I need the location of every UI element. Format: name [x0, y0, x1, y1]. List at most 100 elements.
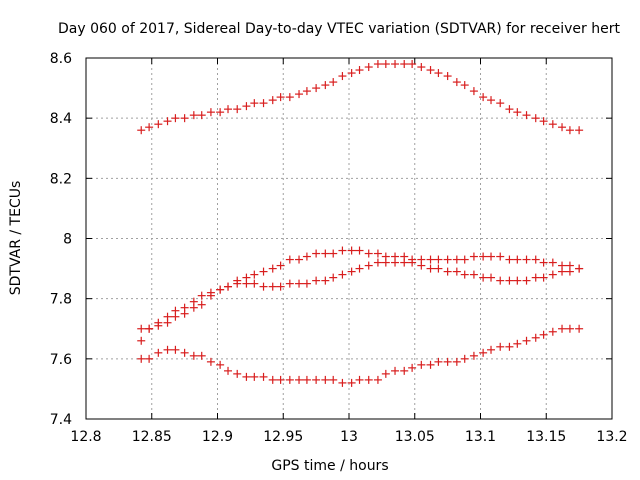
data-point-middle-a [268, 264, 277, 273]
data-point-bottom [233, 369, 242, 378]
data-point-top [479, 93, 488, 102]
data-point-bottom [426, 360, 435, 369]
y-tick-label: 8 [63, 232, 72, 248]
data-point-middle-b [259, 282, 268, 291]
data-point-top [338, 72, 347, 81]
data-point-top [548, 120, 557, 129]
data-point-bottom [250, 372, 259, 381]
data-point-middle-a [496, 252, 505, 261]
data-point-middle-b [312, 276, 321, 285]
data-point-top [513, 108, 522, 117]
data-point-middle-b [558, 267, 567, 276]
data-point-top [364, 63, 373, 72]
data-point-bottom [171, 345, 180, 354]
x-tick-label: 13.1 [465, 429, 496, 445]
data-point-middle-b [329, 273, 338, 282]
data-point-middle-a [137, 336, 146, 345]
data-point-bottom [347, 378, 356, 387]
data-point-top [355, 66, 364, 75]
data-point-middle-b [242, 279, 251, 288]
data-point-middle-b [479, 273, 488, 282]
data-point-middle-a [434, 255, 443, 264]
data-point-bottom [513, 339, 522, 348]
data-point-top [171, 114, 180, 123]
data-point-top [163, 117, 172, 126]
data-point-middle-b [548, 270, 557, 279]
data-point-middle-a [276, 261, 285, 270]
data-point-top [216, 108, 225, 117]
chart-title: Day 060 of 2017, Sidereal Day-to-day VTE… [58, 21, 620, 37]
data-point-middle-a [479, 252, 488, 261]
data-point-middle-b [408, 258, 417, 267]
data-point-middle-b [505, 276, 514, 285]
data-point-middle-a [250, 270, 259, 279]
data-point-bottom [268, 375, 277, 384]
data-point-top [558, 123, 567, 132]
data-point-top [460, 81, 469, 90]
plot-frame [85, 57, 613, 420]
data-point-top [302, 87, 311, 96]
data-point-middle-a [548, 258, 557, 267]
y-axis-title: SDTVAR / TECUs [8, 181, 24, 296]
data-point-bottom [373, 375, 382, 384]
data-point-middle-b [426, 264, 435, 273]
data-point-bottom [469, 351, 478, 360]
data-point-middle-a [197, 291, 206, 300]
data-point-bottom [400, 366, 409, 375]
y-tick-label: 8.4 [50, 111, 72, 127]
ticks-layer: 12.8 12.85 12.9 12.95 13 13.05 13.1 13.15 13.2 7.… [50, 51, 628, 445]
data-point-middle-b [347, 267, 356, 276]
data-point-bottom [189, 351, 198, 360]
data-point-bottom [479, 348, 488, 357]
points-layer [137, 60, 584, 387]
data-point-bottom [460, 354, 469, 363]
data-point-bottom [312, 375, 321, 384]
data-point-middle-a [452, 255, 461, 264]
data-point-middle-a [364, 249, 373, 258]
data-point-top [522, 111, 531, 120]
data-point-bottom [565, 324, 574, 333]
data-point-middle-b [434, 264, 443, 273]
data-point-top [242, 102, 251, 111]
x-tick-label: 12.85 [132, 429, 172, 445]
data-point-top [487, 96, 496, 105]
data-point-top [505, 105, 514, 114]
data-point-middle-b [338, 270, 347, 279]
data-point-top [496, 99, 505, 108]
data-point-top [539, 117, 548, 126]
data-point-middle-a [329, 249, 338, 258]
data-point-middle-b [381, 258, 390, 267]
data-point-middle-a [487, 252, 496, 261]
data-point-bottom [163, 345, 172, 354]
x-tick-label: 13.2 [596, 429, 627, 445]
data-point-middle-b [496, 276, 505, 285]
data-point-bottom [575, 324, 584, 333]
data-point-top [224, 105, 233, 114]
data-point-middle-b [373, 258, 382, 267]
data-point-bottom [216, 360, 225, 369]
data-point-bottom [206, 357, 215, 366]
data-point-bottom [496, 342, 505, 351]
data-point-top [469, 87, 478, 96]
data-point-top [250, 99, 259, 108]
data-point-bottom [548, 327, 557, 336]
data-point-middle-a [321, 249, 330, 258]
y-tick-label: 7.6 [50, 352, 72, 368]
data-point-middle-a [469, 252, 478, 261]
data-point-bottom [197, 351, 206, 360]
data-point-middle-b [531, 273, 540, 282]
data-point-top [285, 93, 294, 102]
data-point-middle-a [531, 255, 540, 264]
data-point-middle-a [539, 258, 548, 267]
x-axis-title: GPS time / hours [271, 458, 388, 474]
data-point-bottom [242, 372, 251, 381]
data-point-top [417, 63, 426, 72]
data-point-bottom [434, 357, 443, 366]
y-tick-label: 7.4 [50, 412, 72, 428]
data-point-bottom [417, 360, 426, 369]
y-tick-label: 8.2 [50, 171, 72, 187]
data-point-middle-b [145, 324, 154, 333]
data-point-middle-a [302, 252, 311, 261]
